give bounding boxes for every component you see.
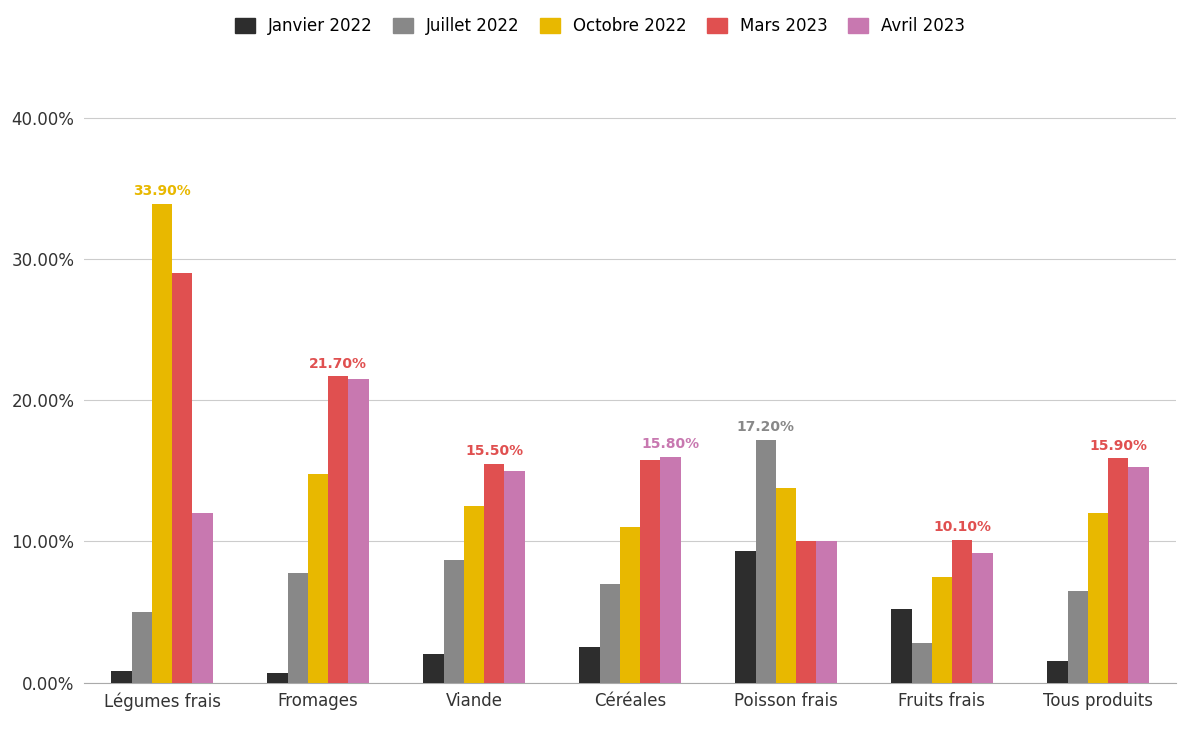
- Text: 33.90%: 33.90%: [133, 185, 191, 198]
- Bar: [1108, 459, 1128, 683]
- Bar: [776, 487, 796, 683]
- Bar: [972, 553, 992, 683]
- Bar: [132, 612, 152, 683]
- Bar: [308, 473, 328, 683]
- Legend: Janvier 2022, Juillet 2022, Octobre 2022, Mars 2023, Avril 2023: Janvier 2022, Juillet 2022, Octobre 2022…: [229, 12, 971, 40]
- Bar: [892, 609, 912, 683]
- Bar: [328, 376, 348, 683]
- Bar: [348, 379, 368, 683]
- Bar: [912, 643, 932, 683]
- Bar: [580, 647, 600, 683]
- Bar: [932, 577, 952, 683]
- Bar: [1128, 467, 1148, 683]
- Bar: [756, 440, 776, 683]
- Bar: [620, 528, 640, 683]
- Text: 10.10%: 10.10%: [934, 520, 991, 534]
- Text: 15.80%: 15.80%: [642, 437, 700, 451]
- Bar: [504, 471, 524, 683]
- Bar: [600, 584, 620, 683]
- Bar: [796, 542, 816, 683]
- Bar: [1068, 591, 1088, 683]
- Bar: [112, 672, 132, 683]
- Bar: [192, 513, 212, 683]
- Bar: [268, 673, 288, 683]
- Bar: [484, 464, 504, 683]
- Bar: [1048, 661, 1068, 683]
- Bar: [640, 459, 660, 683]
- Bar: [952, 540, 972, 683]
- Bar: [424, 654, 444, 683]
- Bar: [172, 273, 192, 683]
- Text: 21.70%: 21.70%: [310, 357, 367, 371]
- Text: 17.20%: 17.20%: [737, 420, 794, 434]
- Bar: [736, 551, 756, 683]
- Text: 15.90%: 15.90%: [1090, 439, 1147, 453]
- Bar: [1088, 513, 1108, 683]
- Bar: [152, 204, 172, 683]
- Bar: [444, 559, 464, 683]
- Bar: [660, 457, 680, 683]
- Bar: [816, 542, 836, 683]
- Bar: [464, 506, 484, 683]
- Text: 15.50%: 15.50%: [466, 444, 523, 459]
- Bar: [288, 573, 308, 683]
